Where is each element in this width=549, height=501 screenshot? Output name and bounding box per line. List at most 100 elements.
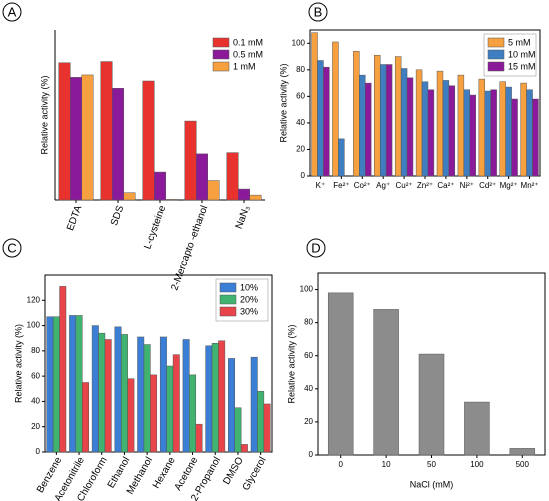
- bar: [415, 69, 423, 177]
- panel-badge: [308, 2, 328, 22]
- bar: [211, 343, 219, 453]
- bar: [327, 292, 354, 456]
- bar: [123, 192, 136, 201]
- bar: [240, 444, 248, 453]
- x-tick-label: DMSO: [221, 455, 246, 487]
- bar: [499, 81, 506, 177]
- bar: [436, 70, 444, 177]
- bar: [172, 354, 180, 453]
- bar: [394, 56, 402, 177]
- x-tick-label: SDS: [109, 204, 126, 227]
- bar: [511, 98, 518, 177]
- y-axis-label: Relative activity (%): [39, 75, 49, 154]
- bar: [421, 81, 429, 177]
- bar: [69, 315, 77, 453]
- bar: [263, 403, 271, 453]
- bar: [228, 358, 235, 453]
- panel-badge: [2, 2, 22, 22]
- bar: [100, 61, 113, 201]
- bar: [364, 82, 372, 177]
- panel-letter: A: [8, 4, 17, 19]
- bar: [374, 54, 381, 177]
- x-tick-label: 50: [427, 460, 436, 469]
- panel-badge: [306, 238, 326, 258]
- x-tick-label: 2-Mercapto -ethanol: [169, 204, 210, 292]
- bar: [418, 353, 445, 456]
- bar: [166, 365, 174, 453]
- bar: [150, 374, 158, 453]
- x-tick-label: L-cysteine: [142, 204, 168, 251]
- x-tick-label: Ni²⁺: [460, 181, 474, 190]
- bar: [142, 80, 155, 201]
- bar: [81, 74, 94, 201]
- bar: [182, 339, 190, 453]
- bar: [189, 374, 197, 453]
- legend-swatch: [219, 294, 237, 305]
- y-tick-label: 60: [304, 351, 313, 360]
- bar: [448, 85, 456, 177]
- bar: [353, 50, 360, 177]
- bar: [184, 120, 197, 201]
- legend-swatch: [219, 306, 237, 317]
- y-tick-label: 0: [36, 447, 41, 456]
- bar: [205, 345, 213, 453]
- bar: [526, 89, 533, 177]
- y-tick-label: 100: [300, 285, 314, 294]
- legend-swatch: [487, 61, 505, 72]
- bar: [532, 98, 539, 177]
- panel-letter: D: [311, 240, 320, 255]
- bar: [505, 86, 512, 177]
- bar: [207, 180, 220, 201]
- bar: [137, 336, 145, 453]
- bar: [143, 344, 151, 453]
- bar: [218, 340, 226, 453]
- bar: [91, 325, 99, 453]
- legend-label: 15 mM: [508, 61, 536, 71]
- bar: [159, 336, 167, 453]
- y-tick-label: 60: [31, 371, 40, 380]
- bar: [379, 64, 387, 177]
- bar: [257, 391, 265, 453]
- bar: [82, 382, 89, 453]
- y-tick-label: 0: [309, 450, 314, 459]
- legend-label: 1 mM: [233, 61, 256, 71]
- x-tick-label: Ca²⁺: [437, 181, 454, 190]
- y-tick-label: 20: [296, 145, 305, 154]
- bar: [196, 153, 208, 201]
- y-tick-label: 20: [31, 422, 40, 431]
- legend-label: 20%: [240, 294, 258, 304]
- legend-swatch: [212, 49, 230, 60]
- bar: [114, 326, 122, 453]
- y-tick-label: 40: [296, 118, 305, 127]
- y-axis-label: Relative activity (%): [278, 63, 288, 142]
- bar: [127, 378, 135, 453]
- bar: [484, 90, 491, 177]
- bar: [46, 316, 54, 453]
- bar: [238, 188, 250, 201]
- panel-letter: B: [314, 4, 323, 19]
- y-tick-label: 40: [304, 384, 313, 393]
- x-tick-label: Co²⁺: [354, 181, 371, 190]
- bar: [359, 74, 366, 177]
- bar: [250, 356, 258, 453]
- y-tick-label: 60: [296, 91, 305, 100]
- x-tick-label: K⁺: [316, 181, 326, 190]
- x-tick-label: EDTA: [65, 204, 84, 232]
- bar: [70, 77, 82, 201]
- legend-swatch: [487, 49, 505, 60]
- bar: [52, 316, 60, 453]
- bar: [509, 448, 536, 456]
- panel-badge: [2, 238, 22, 258]
- x-tick-label: 100: [470, 460, 484, 469]
- y-axis-label: Relative activity (%): [13, 324, 23, 403]
- x-tick-label: 10: [382, 460, 391, 469]
- bar: [226, 152, 239, 201]
- bar: [317, 60, 324, 177]
- x-tick-label: Mn²⁺: [521, 181, 539, 190]
- bar: [463, 89, 471, 177]
- bar: [520, 82, 527, 177]
- x-tick-label: Cu²⁺: [396, 181, 413, 190]
- legend-label: 10%: [240, 282, 258, 292]
- bar: [58, 62, 71, 201]
